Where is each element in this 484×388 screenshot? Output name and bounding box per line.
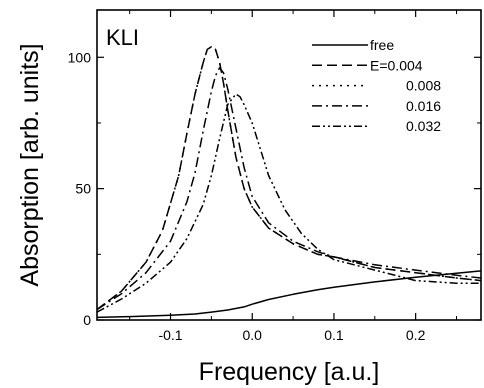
series-line-1 [97, 270, 481, 319]
x-tick-label: 0.0 [242, 327, 262, 343]
series-layer [97, 46, 481, 319]
legend: free E=0.004 0.008 0.016 0.032 [312, 37, 441, 134]
series-line-4 [97, 67, 481, 311]
legend-label-4: 0.016 [406, 98, 441, 114]
y-tick-label: 0 [83, 312, 91, 328]
y-axis-label: Absorption [arb. units] [16, 43, 44, 286]
y-tick-label: 50 [75, 181, 91, 197]
plot-frame [96, 9, 482, 321]
series-line-5 [97, 93, 481, 313]
tick-labels: -0.1 0.0 0.1 0.2 0 50 100 [68, 49, 426, 343]
legend-label-1: free [370, 37, 394, 53]
x-tick-label: -0.1 [158, 327, 182, 343]
x-tick-label: 0.1 [324, 327, 344, 343]
x-tick-label: 0.2 [406, 327, 426, 343]
legend-label-5: 0.032 [406, 118, 441, 134]
y-tick-label: 100 [68, 49, 92, 65]
series-line-3 [97, 46, 481, 311]
panel-label: KLI [106, 25, 139, 50]
legend-label-3: 0.008 [406, 78, 441, 94]
legend-label-2: E=0.004 [370, 57, 423, 73]
x-axis-label: Frequency [a.u.] [199, 358, 380, 386]
